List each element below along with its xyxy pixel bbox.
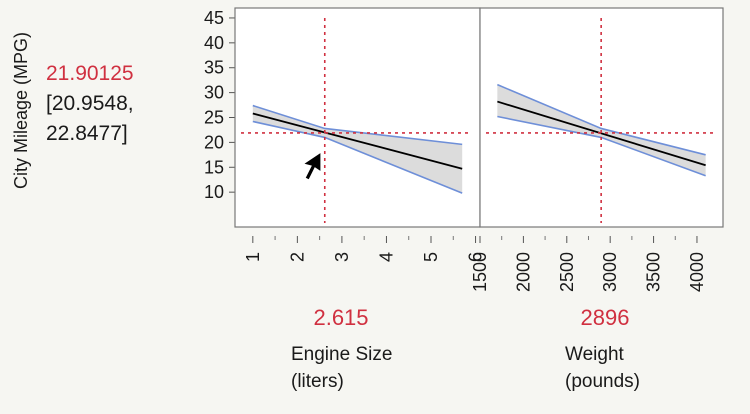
y-tick-label: 40 <box>204 33 224 53</box>
predicted-value: 21.90125 <box>46 62 134 85</box>
weight-x-tick-label: 3500 <box>644 252 664 292</box>
engine-size-title-line2: (liters) <box>291 371 344 392</box>
engine-size-x-tick-label: 6 <box>466 252 486 262</box>
weight-title-line1: Weight <box>565 344 624 365</box>
engine-size-upper-ci-line <box>252 104 463 146</box>
y-tick-label: 45 <box>204 8 224 28</box>
weight-x-tick-label: 4000 <box>687 252 707 292</box>
weight-upper-ci-line <box>497 83 706 156</box>
engine-size-x-tick-label: 3 <box>332 252 352 262</box>
engine-size-x-tick-label: 5 <box>421 252 441 262</box>
weight-current-value[interactable]: 2896 <box>580 305 630 330</box>
y-tick-label: 30 <box>204 83 224 103</box>
weight-x-tick-label: 1500 <box>470 252 490 292</box>
weight-axis-title: Weight (pounds) <box>565 341 640 395</box>
engine-size-axis-title: Engine Size (liters) <box>291 341 392 395</box>
weight-title-line2: (pounds) <box>565 371 640 392</box>
y-axis-title: City Mileage (MPG) <box>11 31 31 189</box>
y-tick-label: 25 <box>204 108 224 128</box>
engine-size-title-line1: Engine Size <box>291 344 393 365</box>
engine-size-x-tick-label: 2 <box>287 252 307 262</box>
engine-size-x-tick-label: 1 <box>243 252 263 262</box>
y-tick-label: 20 <box>204 132 224 152</box>
y-tick-label: 15 <box>204 157 224 177</box>
weight-prediction-line <box>497 100 706 167</box>
y-tick-label: 35 <box>204 58 224 78</box>
weight-x-tick-label: 2500 <box>557 252 577 292</box>
engine-size-prediction-line <box>252 112 463 170</box>
engine-size-x-tick-label: 4 <box>376 252 396 262</box>
weight-x-tick-label: 2000 <box>513 252 533 292</box>
confidence-interval-upper: 22.8477] <box>46 122 128 145</box>
y-tick-label: 10 <box>204 182 224 202</box>
confidence-interval-lower: [20.9548, <box>46 92 134 115</box>
engine-size-current-value[interactable]: 2.615 <box>313 305 369 330</box>
cursor-arrow-icon <box>301 150 322 181</box>
weight-x-tick-label: 3000 <box>600 252 620 292</box>
